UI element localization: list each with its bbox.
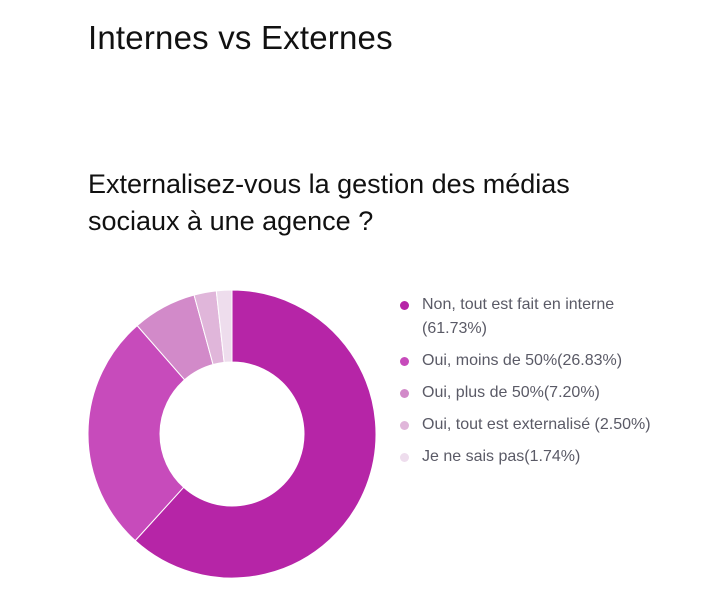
- donut-chart: [87, 289, 377, 579]
- legend-item-2: Oui, moins de 50%(26.83%): [398, 349, 698, 373]
- legend-label: Oui, tout est externalisé (2.50%): [422, 416, 651, 433]
- legend-label: Oui, plus de 50%(7.20%): [422, 384, 600, 401]
- legend-dot-icon: [400, 453, 409, 462]
- page-title: Internes vs Externes: [88, 19, 393, 56]
- legend-item-4: Oui, tout est externalisé (2.50%): [398, 413, 698, 437]
- legend-dot-icon: [400, 301, 409, 310]
- legend-label: Je ne sais pas(1.74%): [422, 448, 581, 465]
- legend-label: Oui, moins de 50%(26.83%): [422, 352, 623, 369]
- legend-item-5: Je ne sais pas(1.74%): [398, 445, 698, 469]
- donut-slice-5: [215, 289, 233, 363]
- legend-label: Non, tout est fait en interne (61.73%): [422, 296, 615, 337]
- donut-slice-1: [134, 289, 377, 579]
- legend-dot-icon: [400, 421, 409, 430]
- legend-dot-icon: [400, 389, 409, 398]
- legend-item-3: Oui, plus de 50%(7.20%): [398, 381, 698, 405]
- chart-legend: Non, tout est fait en interne (61.73%) Ou…: [398, 293, 698, 477]
- legend-dot-icon: [400, 357, 409, 366]
- chart-title: Externalisez-vous la gestion des médias …: [88, 169, 570, 236]
- legend-item-1: Non, tout est fait en interne (61.73%): [398, 293, 698, 341]
- donut-slice-2: [87, 324, 186, 542]
